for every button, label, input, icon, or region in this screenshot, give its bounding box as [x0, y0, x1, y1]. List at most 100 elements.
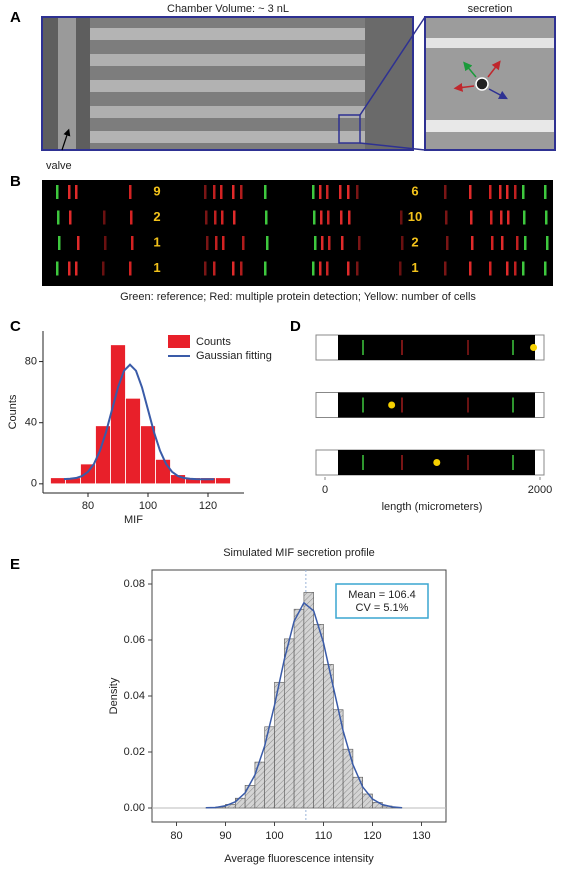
inset-label: secretion — [468, 3, 513, 15]
fit-line — [63, 363, 214, 481]
band — [400, 210, 403, 225]
band — [320, 210, 323, 225]
bar — [215, 477, 231, 485]
x-tick-label: 120 — [363, 830, 381, 842]
band — [266, 236, 269, 250]
bar — [50, 477, 66, 485]
strip — [338, 392, 535, 418]
x-tick-label: 80 — [170, 830, 182, 842]
band — [470, 210, 473, 225]
annotation-box — [335, 583, 429, 619]
cell-dot — [433, 459, 441, 466]
band — [499, 185, 502, 199]
band — [130, 210, 133, 225]
band — [220, 185, 223, 199]
legend-swatch — [168, 335, 190, 348]
band — [347, 261, 350, 276]
band — [68, 185, 71, 199]
band — [77, 236, 80, 250]
band — [489, 261, 492, 276]
fluorescence-image — [42, 180, 553, 286]
band — [445, 210, 448, 225]
band — [524, 236, 527, 250]
cell-count: 2 — [153, 209, 160, 224]
band — [312, 185, 315, 199]
band — [206, 236, 209, 250]
band — [57, 210, 60, 225]
fluorescence-bands — [56, 185, 549, 276]
bar — [140, 425, 156, 485]
band — [339, 185, 342, 199]
band — [358, 236, 361, 250]
annotation: CV = 5.1% — [356, 602, 409, 614]
band — [522, 261, 525, 276]
bar — [80, 463, 96, 485]
y-tick-label: 0 — [31, 478, 37, 490]
band — [314, 236, 317, 250]
band — [213, 261, 216, 276]
band — [240, 261, 243, 276]
band — [204, 261, 207, 276]
band — [545, 210, 548, 225]
band — [506, 261, 509, 276]
strip — [338, 335, 535, 360]
band — [204, 185, 207, 199]
bar — [110, 344, 126, 485]
band — [444, 185, 447, 199]
band — [232, 185, 235, 199]
band — [75, 185, 78, 199]
panel-label: C — [10, 318, 21, 335]
y-tick-label: 0.04 — [124, 690, 145, 702]
band — [471, 236, 474, 250]
band — [58, 236, 61, 250]
band — [356, 261, 359, 276]
x-tick-label: 0 — [322, 484, 328, 496]
band — [546, 236, 549, 250]
bar — [155, 458, 171, 485]
band — [514, 185, 517, 199]
band — [56, 261, 59, 276]
legend-label: Gaussian fitting — [196, 350, 272, 362]
band — [507, 210, 510, 225]
band — [544, 185, 547, 199]
band — [313, 210, 316, 225]
chart-title: Simulated MIF secretion profile — [223, 547, 375, 559]
band — [102, 261, 105, 276]
panel-label: A — [10, 9, 21, 26]
band — [500, 210, 503, 225]
x-tick-label: 80 — [82, 500, 94, 512]
x-tick-label: 100 — [139, 500, 157, 512]
band — [501, 236, 504, 250]
band — [233, 210, 236, 225]
band — [214, 210, 217, 225]
band — [129, 261, 132, 276]
panel-a-title: Chamber Volume: ~ 3 nL — [167, 3, 289, 15]
band — [326, 185, 329, 199]
band — [215, 236, 218, 250]
band — [240, 185, 243, 199]
band — [213, 185, 216, 199]
cell-dot — [530, 344, 538, 351]
band — [319, 261, 322, 276]
x-tick-label: 90 — [219, 830, 231, 842]
band — [356, 185, 359, 199]
band — [347, 185, 350, 199]
band — [506, 185, 509, 199]
bar — [283, 638, 295, 809]
x-axis-label: Average fluorescence intensity — [224, 853, 374, 865]
band — [326, 261, 329, 276]
band — [56, 185, 59, 199]
bar — [293, 608, 305, 809]
band — [341, 236, 344, 250]
band — [327, 210, 330, 225]
cell-count: 1 — [411, 260, 418, 275]
band — [222, 236, 225, 250]
band — [340, 210, 343, 225]
band — [103, 210, 106, 225]
y-tick-label: 0.06 — [124, 634, 145, 646]
y-tick-label: 0.08 — [124, 578, 145, 590]
band — [319, 185, 322, 199]
y-tick-label: 40 — [25, 417, 37, 429]
panel-label: B — [10, 173, 21, 190]
